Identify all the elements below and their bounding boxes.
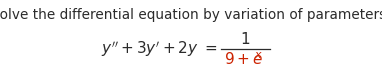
Text: $9 + e$: $9 + e$ bbox=[224, 51, 263, 67]
Text: $y'' + 3y' + 2y\ =$: $y'' + 3y' + 2y\ =$ bbox=[102, 39, 218, 59]
Text: Solve the differential equation by variation of parameters.: Solve the differential equation by varia… bbox=[0, 8, 382, 22]
Text: 1: 1 bbox=[241, 32, 250, 47]
Text: $x$: $x$ bbox=[254, 49, 263, 59]
